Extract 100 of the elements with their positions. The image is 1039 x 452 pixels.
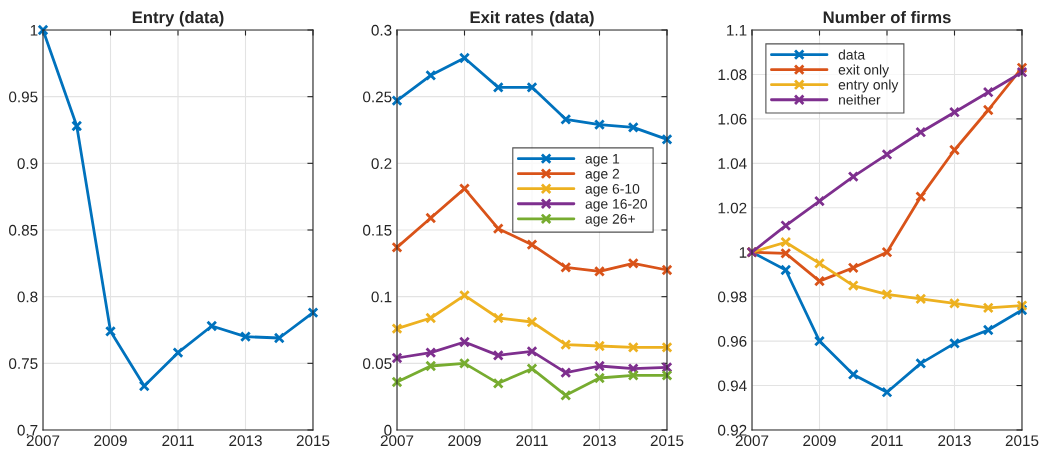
y-tick-label: 0.94 bbox=[718, 380, 747, 392]
point bbox=[593, 360, 606, 372]
point bbox=[560, 389, 572, 401]
point bbox=[847, 262, 859, 274]
y-tick-label: 0.75 bbox=[9, 358, 38, 370]
point bbox=[1016, 300, 1028, 312]
point bbox=[37, 24, 49, 36]
point bbox=[560, 339, 572, 351]
legend-label: age 6-10 bbox=[585, 183, 640, 197]
point bbox=[239, 331, 252, 343]
point bbox=[627, 369, 639, 381]
y-tick-label: 0.98 bbox=[718, 291, 747, 303]
point bbox=[458, 336, 471, 348]
y-tick-label: 0.92 bbox=[718, 424, 747, 436]
point bbox=[593, 340, 606, 352]
y-tick-label: 0.85 bbox=[9, 224, 38, 236]
point bbox=[593, 265, 606, 277]
y-tick-label: 1.06 bbox=[718, 113, 747, 125]
point bbox=[458, 183, 471, 195]
point bbox=[458, 52, 471, 64]
x-tick-label: 2011 bbox=[871, 435, 903, 447]
point bbox=[172, 347, 184, 359]
x-tick-label: 2015 bbox=[650, 435, 684, 447]
legend-label: neither bbox=[839, 94, 881, 105]
point bbox=[948, 106, 961, 118]
point bbox=[982, 324, 994, 336]
point bbox=[948, 337, 961, 349]
point bbox=[881, 386, 893, 398]
x-tick-label: 2011 bbox=[516, 435, 548, 447]
point bbox=[560, 113, 572, 125]
point bbox=[847, 171, 859, 183]
x-tick-label: 2009 bbox=[94, 435, 127, 447]
point bbox=[627, 341, 639, 353]
point bbox=[915, 126, 927, 138]
point bbox=[915, 191, 927, 203]
point bbox=[425, 347, 437, 359]
point bbox=[425, 312, 437, 324]
point bbox=[813, 335, 826, 347]
point bbox=[526, 81, 538, 93]
x-tick-label: 2007 bbox=[26, 435, 60, 447]
point bbox=[661, 133, 673, 145]
point bbox=[593, 119, 606, 131]
x-tick-label: 2007 bbox=[735, 435, 769, 447]
point bbox=[881, 288, 893, 300]
point bbox=[526, 345, 538, 357]
point bbox=[881, 246, 893, 258]
point bbox=[560, 367, 572, 379]
point bbox=[948, 297, 961, 309]
point bbox=[492, 377, 504, 389]
point bbox=[526, 363, 538, 375]
point bbox=[492, 81, 504, 93]
x-tick-label: 2009 bbox=[803, 435, 836, 447]
point bbox=[458, 357, 471, 369]
y-tick-label: 0.1 bbox=[371, 291, 392, 303]
point bbox=[104, 325, 117, 337]
point bbox=[627, 257, 639, 269]
x-tick-label: 2009 bbox=[448, 435, 481, 447]
point bbox=[71, 120, 83, 132]
x-tick-label: 2011 bbox=[162, 435, 194, 447]
point bbox=[526, 316, 538, 328]
legend-label: age 16-20 bbox=[585, 198, 648, 212]
point bbox=[627, 121, 639, 133]
point bbox=[391, 241, 403, 253]
chart-title: Entry (data) bbox=[132, 10, 224, 27]
y-tick-label: 1 bbox=[30, 25, 38, 36]
x-tick-label: 2013 bbox=[583, 435, 616, 447]
point bbox=[492, 349, 504, 361]
y-tick-label: 1.02 bbox=[718, 202, 747, 214]
chart-title: Number of firms bbox=[823, 10, 951, 24]
legend-label: exit only bbox=[838, 64, 890, 78]
x-tick-label: 2013 bbox=[938, 435, 971, 447]
point bbox=[813, 275, 826, 287]
point bbox=[206, 320, 218, 332]
y-tick-label: 0.05 bbox=[363, 358, 392, 370]
y-tick-label: 0.95 bbox=[9, 91, 38, 103]
point bbox=[813, 257, 826, 269]
legend-label: age 1 bbox=[585, 153, 620, 167]
point bbox=[593, 372, 606, 384]
point bbox=[492, 223, 504, 235]
y-tick-label: 0.15 bbox=[363, 224, 392, 236]
legend-label: age 26+ bbox=[585, 213, 635, 227]
point bbox=[560, 261, 572, 273]
point bbox=[425, 360, 437, 372]
point bbox=[915, 357, 927, 369]
y-tick-label: 0.8 bbox=[17, 291, 38, 303]
point bbox=[847, 280, 859, 292]
y-tick-label: 1 bbox=[739, 247, 747, 258]
y-tick-label: 0.3 bbox=[371, 24, 392, 36]
point bbox=[780, 247, 792, 259]
point bbox=[847, 368, 859, 380]
y-tick-label: 0.7 bbox=[17, 424, 38, 436]
x-tick-label: 2015 bbox=[296, 435, 330, 447]
point bbox=[425, 212, 437, 224]
x-tick-label: 2015 bbox=[1005, 435, 1039, 447]
y-tick-label: 1.08 bbox=[718, 69, 747, 81]
point bbox=[982, 86, 994, 98]
point bbox=[948, 144, 961, 156]
point bbox=[138, 380, 150, 392]
y-tick-label: 0.25 bbox=[363, 91, 392, 103]
point bbox=[780, 236, 792, 248]
